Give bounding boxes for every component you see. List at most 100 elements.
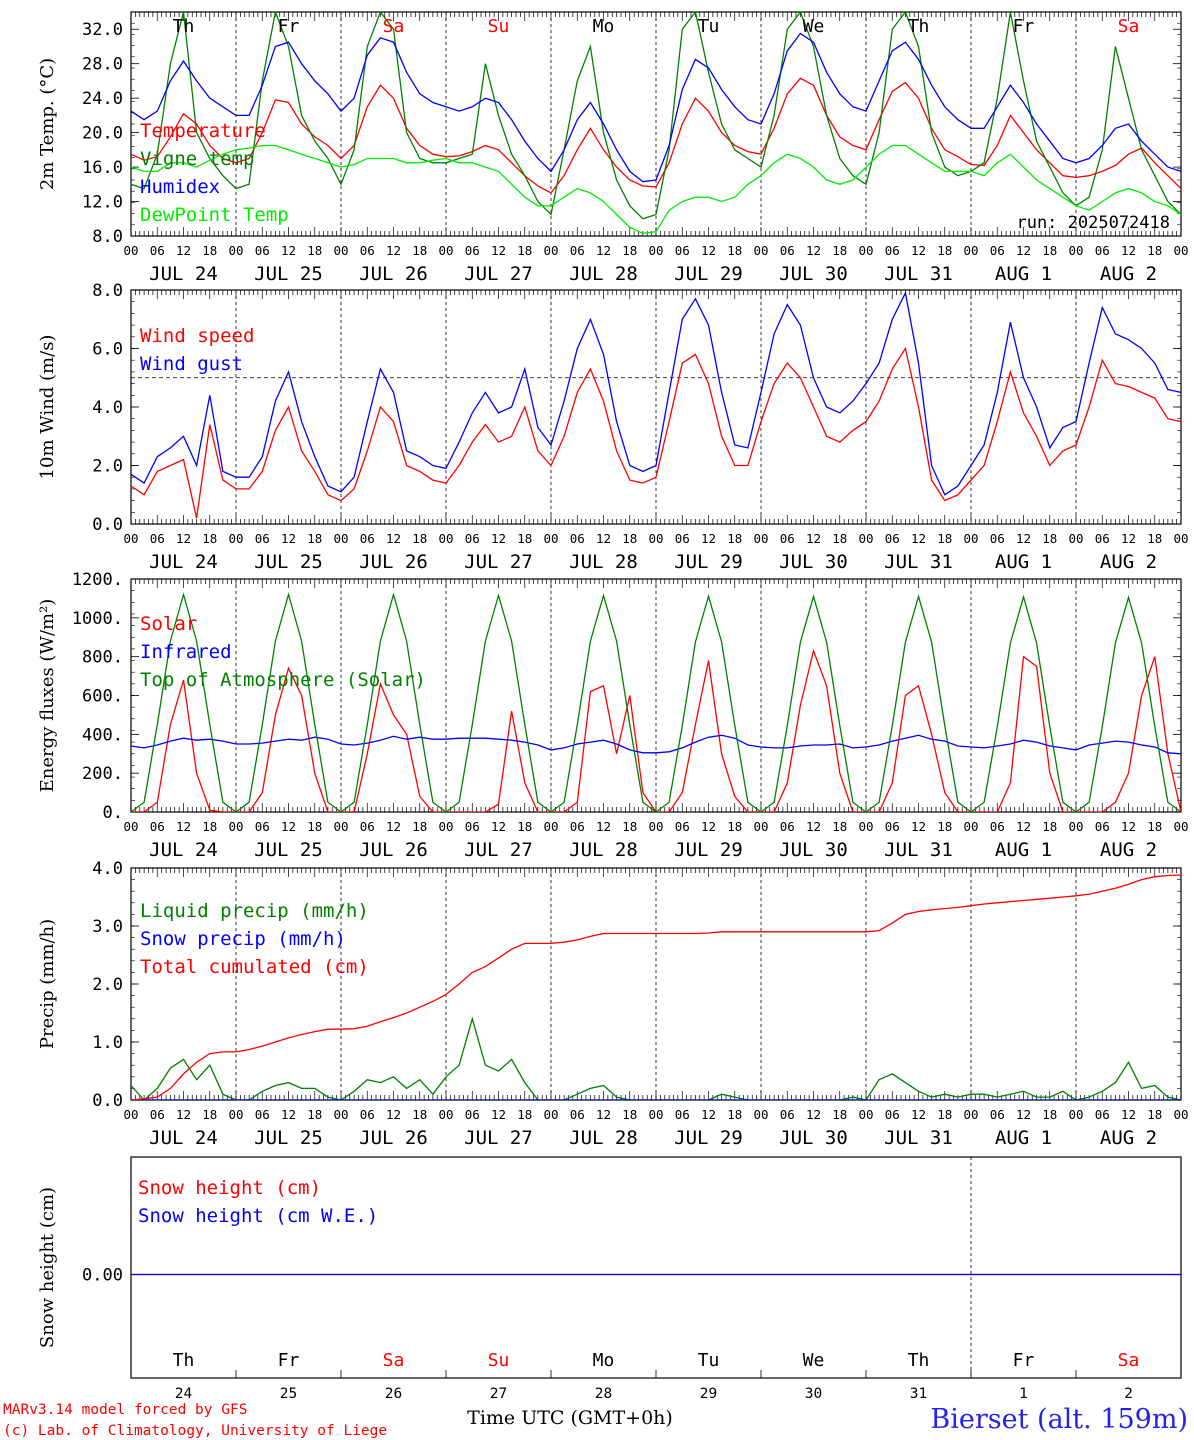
date-label: JUL 25: [254, 551, 323, 573]
hour-tick-label: 12: [1016, 819, 1031, 834]
hour-tick-label: 06: [570, 531, 585, 546]
series-line-liquid-precip-mm-h-: [131, 1016, 1181, 1100]
day-number: 1: [1019, 1386, 1028, 1402]
hour-tick-label: 18: [622, 531, 637, 546]
hour-tick-label: 06: [255, 1107, 270, 1122]
hour-tick-label: 12: [176, 243, 191, 258]
hour-tick-label: 06: [780, 531, 795, 546]
hour-tick-label: 12: [911, 531, 926, 546]
credit-line-2: (c) Lab. of Climatology, University of L…: [3, 1423, 387, 1439]
series-line-wind-speed: [131, 346, 1181, 519]
date-label: AUG 1: [995, 839, 1052, 861]
date-label: JUL 24: [149, 839, 218, 861]
hour-tick-label: 00: [858, 531, 873, 546]
y-tick-label: 4.0: [92, 398, 123, 418]
date-label: JUL 27: [464, 551, 533, 573]
hour-tick-label: 00: [333, 819, 348, 834]
station-label: Bierset (alt. 159m): [930, 1404, 1188, 1435]
hour-tick-label: 18: [1042, 1107, 1057, 1122]
hour-tick-label: 06: [150, 243, 165, 258]
date-label: JUL 28: [569, 1127, 638, 1149]
hour-tick-label: 12: [701, 243, 716, 258]
hour-tick-label: 18: [832, 243, 847, 258]
hour-tick-label: 00: [858, 1107, 873, 1122]
hour-tick-label: 12: [701, 819, 716, 834]
hour-tick-label: 18: [412, 1107, 427, 1122]
hour-tick-label: 18: [202, 819, 217, 834]
hour-tick-label: 06: [255, 531, 270, 546]
day-name-top: We: [803, 16, 825, 37]
hour-tick-label: 06: [990, 1107, 1005, 1122]
y-tick-label: 1.0: [92, 1033, 123, 1053]
hour-tick-label: 06: [360, 243, 375, 258]
hour-tick-label: 18: [832, 531, 847, 546]
hour-tick-label: 06: [255, 243, 270, 258]
hour-tick-label: 12: [596, 1107, 611, 1122]
hour-tick-label: 18: [1042, 819, 1057, 834]
hour-tick-label: 18: [1147, 1107, 1162, 1122]
date-label: JUL 30: [779, 1127, 848, 1149]
hour-tick-label: 18: [307, 243, 322, 258]
hour-tick-label: 00: [648, 819, 663, 834]
y-axis-title: Precip (mm/h): [37, 919, 58, 1049]
legend-entry: DewPoint Temp: [140, 204, 289, 226]
hour-tick-label: 00: [123, 819, 138, 834]
hour-tick-label: 00: [963, 819, 978, 834]
panel-5: Th Fr Sa Su Mo Tu We Th Fr Sa 24 25 26 27 28 29 30 31 1 2 0.…: [37, 1156, 1182, 1402]
hour-tick-label: 18: [1147, 243, 1162, 258]
y-tick-label: 6.0: [92, 340, 123, 360]
hour-tick-label: 00: [123, 243, 138, 258]
hour-tick-label: 12: [281, 531, 296, 546]
hour-tick-label: 00: [123, 1107, 138, 1122]
hour-tick-label: 18: [517, 1107, 532, 1122]
day-name-top: Su: [488, 16, 510, 37]
hour-tick-label: 12: [806, 819, 821, 834]
hour-tick-label: 06: [360, 819, 375, 834]
hour-tick-label: 12: [281, 1107, 296, 1122]
hour-tick-label: 06: [990, 819, 1005, 834]
hour-tick-label: 00: [333, 1107, 348, 1122]
series-line-temperature: [131, 77, 1181, 194]
legend-entry: Temperature: [140, 120, 266, 142]
date-label: JUL 26: [359, 551, 428, 573]
hour-tick-label: 18: [727, 243, 742, 258]
y-axis-title: 10m Wind (m/s): [37, 335, 58, 480]
date-label: JUL 31: [884, 839, 953, 861]
hour-tick-label: 12: [596, 531, 611, 546]
hour-tick-label: 12: [701, 1107, 716, 1122]
hour-tick-label: 00: [333, 243, 348, 258]
hour-tick-label: 18: [307, 819, 322, 834]
legend-entry: Snow height (cm W.E.): [138, 1205, 378, 1227]
legend-entry: Wind gust: [140, 353, 243, 375]
day-name: Fr: [1013, 1350, 1035, 1371]
day-number: 28: [595, 1386, 612, 1402]
hour-tick-label: 00: [333, 531, 348, 546]
y-tick-label: 200.: [82, 764, 123, 784]
y-tick-label: 12.0: [82, 193, 123, 213]
date-label: JUL 27: [464, 263, 533, 285]
hour-tick-label: 18: [412, 819, 427, 834]
legend-entry: Vigne temp: [140, 148, 254, 170]
hour-tick-label: 18: [727, 819, 742, 834]
hour-tick-label: 06: [465, 243, 480, 258]
y-tick-label: 0.0: [92, 1091, 123, 1111]
hour-tick-label: 00: [753, 531, 768, 546]
hour-tick-label: 06: [885, 1107, 900, 1122]
panel-3: 00 06 12 18 00 06 12 18 00 06 12 18 00 06 12 18 00 06 12 18…: [37, 570, 1189, 861]
day-name-top: Sa: [383, 16, 405, 37]
hour-tick-label: 18: [202, 243, 217, 258]
y-tick-label: 28.0: [82, 55, 123, 75]
legend-entry: Solar: [140, 613, 197, 635]
hour-tick-label: 00: [1068, 531, 1083, 546]
hour-tick-label: 12: [596, 819, 611, 834]
series-line-solar: [131, 648, 1181, 812]
date-label: JUL 29: [674, 551, 743, 573]
hour-tick-label: 12: [176, 531, 191, 546]
date-label: JUL 25: [254, 1127, 323, 1149]
date-label: JUL 30: [779, 551, 848, 573]
date-label: JUL 27: [464, 839, 533, 861]
hour-tick-label: 06: [150, 531, 165, 546]
date-label: AUG 2: [1100, 839, 1157, 861]
